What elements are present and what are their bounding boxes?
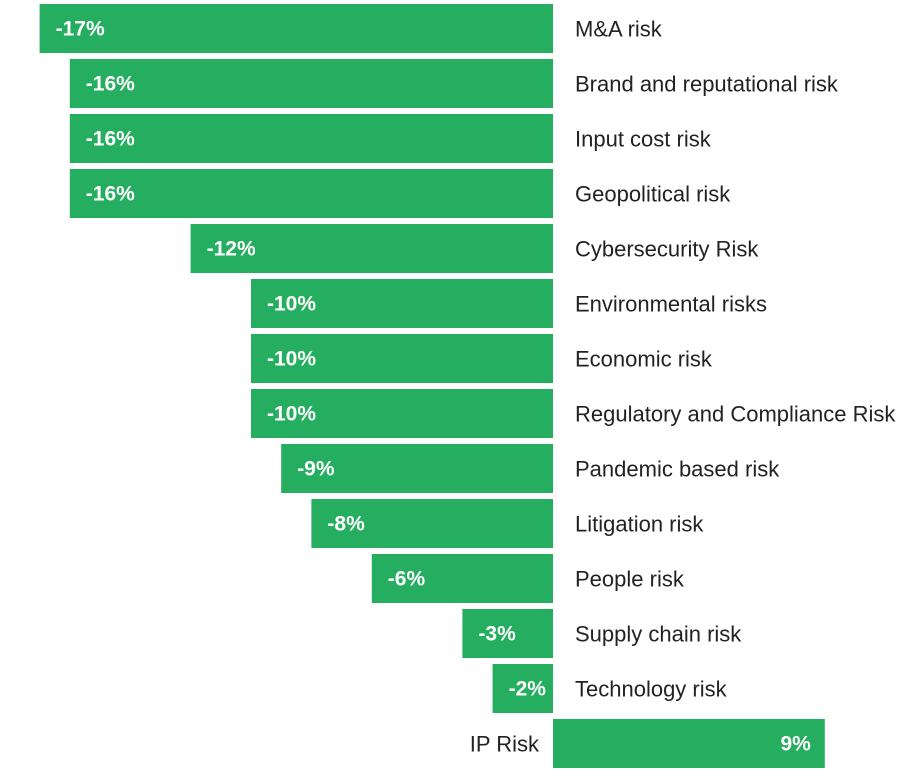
category-label-ip-risk: IP Risk — [470, 732, 540, 757]
bar-regulatory-and-compliance-risk — [251, 389, 553, 438]
category-label-litigation-risk: Litigation risk — [575, 512, 704, 537]
bars-group — [39, 4, 825, 768]
bar-pandemic-based-risk — [281, 444, 553, 493]
bar-litigation-risk — [311, 499, 553, 548]
value-label-people-risk: -6% — [388, 568, 426, 591]
value-label-supply-chain-risk: -3% — [478, 623, 516, 646]
category-label-geopolitical-risk: Geopolitical risk — [575, 182, 731, 207]
category-label-supply-chain-risk: Supply chain risk — [575, 622, 742, 647]
value-label-brand-and-reputational-risk: -16% — [86, 73, 135, 96]
bar-geopolitical-risk — [69, 169, 554, 218]
category-label-brand-and-reputational-risk: Brand and reputational risk — [575, 72, 839, 97]
category-label-cybersecurity-risk: Cybersecurity Risk — [575, 237, 759, 262]
category-labels-group: M&A risk Brand and reputational risk Input… — [470, 17, 897, 757]
value-label-economic-risk: -10% — [267, 348, 316, 371]
bar-technology-risk — [492, 664, 553, 713]
category-label-environmental-risks: Environmental risks — [575, 292, 767, 317]
bar-brand-and-reputational-risk — [69, 59, 554, 108]
value-label-environmental-risks: -10% — [267, 293, 316, 316]
bar-manda-risk — [39, 4, 554, 53]
value-label-litigation-risk: -8% — [327, 513, 365, 536]
category-label-regulatory-and-compliance-risk: Regulatory and Compliance Risk — [575, 402, 896, 427]
value-label-regulatory-and-compliance-risk: -10% — [267, 403, 316, 426]
value-label-technology-risk: -2% — [509, 678, 547, 701]
value-labels-group: -17% -16% -16% -16% -12% -10% -10% -10% -9% -8% -6… — [56, 18, 812, 756]
bar-supply-chain-risk — [462, 609, 553, 658]
value-label-pandemic-based-risk: -9% — [297, 458, 335, 481]
value-label-cybersecurity-risk: -12% — [207, 238, 256, 261]
value-label-manda-risk: -17% — [56, 18, 105, 41]
value-label-ip-risk: 9% — [780, 733, 811, 756]
value-label-geopolitical-risk: -16% — [86, 183, 135, 206]
bar-cybersecurity-risk — [190, 224, 553, 273]
category-label-input-cost-risk: Input cost risk — [575, 127, 712, 152]
category-label-economic-risk: Economic risk — [575, 347, 713, 372]
category-label-technology-risk: Technology risk — [575, 677, 728, 702]
category-label-manda-risk: M&A risk — [575, 17, 663, 42]
category-label-people-risk: People risk — [575, 567, 685, 592]
bar-input-cost-risk — [69, 114, 554, 163]
bar-people-risk — [371, 554, 553, 603]
bar-ip-risk — [553, 719, 825, 768]
value-label-input-cost-risk: -16% — [86, 128, 135, 151]
bar-environmental-risks — [251, 279, 553, 328]
category-label-pandemic-based-risk: Pandemic based risk — [575, 457, 780, 482]
bar-economic-risk — [251, 334, 553, 383]
